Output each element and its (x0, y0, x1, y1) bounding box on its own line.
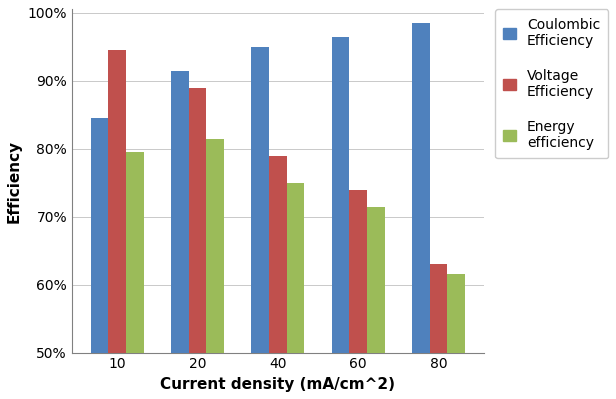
Bar (126, 152, 144, 353)
Bar (91, 118, 108, 353)
Bar (171, 71, 188, 353)
Bar (251, 47, 269, 353)
Bar (447, 275, 465, 353)
Bar (188, 87, 206, 353)
X-axis label: Current density (mA/cm^2): Current density (mA/cm^2) (160, 377, 395, 392)
Bar (286, 183, 304, 353)
Y-axis label: Efficiency: Efficiency (7, 140, 22, 223)
Bar (367, 207, 385, 353)
Bar (108, 50, 126, 353)
Bar (331, 37, 349, 353)
Bar (206, 138, 224, 353)
Bar (269, 156, 286, 353)
Legend: Coulombic
Efficiency, Voltage
Efficiency, Energy
efficiency: Coulombic Efficiency, Voltage Efficiency… (495, 10, 609, 158)
Bar (349, 190, 367, 353)
Bar (412, 23, 430, 353)
Bar (430, 264, 447, 353)
